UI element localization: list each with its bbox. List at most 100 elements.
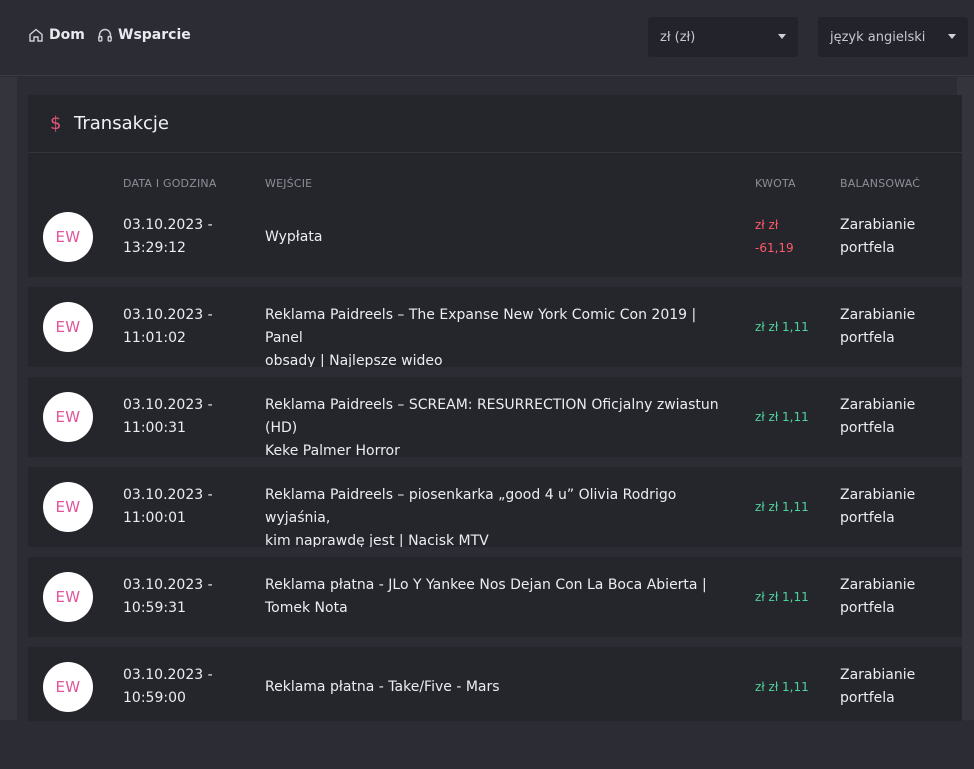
transaction-balance: Zarabianie portfela [840,304,950,350]
transaction-datetime-line: 03.10.2023 - [123,397,213,413]
language-select[interactable]: język angielski [818,17,968,57]
transaction-row: EW 03.10.2023 - 11:00:01 Reklama Paidreels … [28,467,962,549]
transaction-datetime: 03.10.2023 - 11:00:01 [123,484,243,530]
transaction-balance-line: portfela [840,690,895,706]
dollar-icon: $ [50,113,62,134]
transaction-datetime: 03.10.2023 - 10:59:31 [123,574,243,620]
transaction-description: Reklama płatna - Take/Five - Mars [265,676,735,699]
transactions-card: $ Transakcje DATA I GODZINA WEJŚCIE KWOT… [28,95,962,721]
transaction-description: Reklama płatna - JLo Y Yankee Nos Dejan … [265,574,735,620]
transaction-row: EW 03.10.2023 - 13:29:12 Wypłata zł zł -61,19… [28,197,962,277]
transaction-balance-line: portfela [840,240,895,256]
transaction-description: Reklama Paidreels – piosenkarka „good 4 … [265,484,735,553]
caret-down-icon [778,34,786,39]
transaction-datetime-line: 13:29:12 [123,240,186,256]
transaction-description-line: Keke Palmer Horror [265,443,400,459]
transaction-balance-line: Zarabianie [840,577,916,593]
card-title: Transakcje [74,113,169,134]
transaction-row: EW 03.10.2023 - 10:59:00 Reklama płatna - T… [28,647,962,721]
column-header-amount: KWOTA [755,177,796,190]
transaction-amount: zł zł 1,11 [755,406,825,429]
transaction-balance: Zarabianie portfela [840,214,950,260]
transaction-datetime: 03.10.2023 - 11:00:31 [123,394,243,440]
row-separator [28,457,962,467]
transaction-description: Reklama Paidreels – The Expanse New York… [265,304,735,373]
transaction-datetime-line: 03.10.2023 - [123,307,213,323]
row-separator [28,277,962,287]
transaction-balance: Zarabianie portfela [840,394,950,440]
avatar: EW [43,392,93,442]
transaction-description-line: obsady | Najlepsze wideo [265,353,443,369]
avatar: EW [43,662,93,712]
transaction-amount-line: zł zł 1,11 [755,500,809,514]
transaction-row: EW 03.10.2023 - 11:00:31 Reklama Paidreels … [28,377,962,459]
transaction-balance-line: Zarabianie [840,667,916,683]
transaction-balance-line: portfela [840,510,895,526]
transaction-balance-line: Zarabianie [840,307,916,323]
transaction-datetime-line: 03.10.2023 - [123,577,213,593]
caret-down-icon [948,34,956,39]
nav-home-link[interactable]: Dom [28,27,85,43]
transaction-description: Reklama Paidreels – SCREAM: RESURRECTION… [265,394,735,463]
nav-support-label: Wsparcie [118,27,191,43]
row-separator [28,367,962,377]
transaction-amount: zł zł 1,11 [755,586,825,609]
currency-select[interactable]: zł (zł) [648,17,798,57]
transaction-amount-line: zł zł 1,11 [755,410,809,424]
transaction-balance-line: Zarabianie [840,487,916,503]
transaction-amount-line: -61,19 [755,241,794,255]
transaction-amount: zł zł -61,19 [755,214,825,260]
transaction-datetime-line: 10:59:31 [123,600,186,616]
transaction-datetime: 03.10.2023 - 10:59:00 [123,664,243,710]
transaction-balance-line: portfela [840,330,895,346]
nav-support-link[interactable]: Wsparcie [97,27,191,43]
transaction-balance-line: Zarabianie [840,397,916,413]
transaction-description-line: Reklama Paidreels – piosenkarka „good 4 … [265,487,677,526]
home-icon [29,28,43,42]
transaction-amount-line: zł zł 1,11 [755,680,809,694]
transaction-description-line: Reklama Paidreels – SCREAM: RESURRECTION… [265,397,719,436]
avatar: EW [43,212,93,262]
transaction-amount-line: zł zł 1,11 [755,590,809,604]
transaction-datetime-line: 03.10.2023 - [123,487,213,503]
column-header-date: DATA I GODZINA [123,177,217,190]
transaction-description-line: Reklama płatna - Take/Five - Mars [265,679,500,695]
headphones-icon [98,28,112,42]
transaction-description-line: Tomek Nota [265,600,348,616]
transaction-balance-line: portfela [840,420,895,436]
transaction-amount-line: zł zł 1,11 [755,320,809,334]
transaction-balance-line: portfela [840,600,895,616]
transaction-datetime-line: 10:59:00 [123,690,186,706]
transaction-description-line: Reklama Paidreels – The Expanse New York… [265,307,697,346]
transaction-amount-line: zł zł [755,218,779,232]
currency-select-value: zł (zł) [660,29,696,45]
transaction-datetime: 03.10.2023 - 11:01:02 [123,304,243,350]
avatar: EW [43,482,93,532]
transaction-datetime-line: 03.10.2023 - [123,667,213,683]
transaction-amount: zł zł 1,11 [755,316,825,339]
nav-home-label: Dom [49,27,85,43]
transaction-description-line: Wypłata [265,229,323,245]
transaction-datetime-line: 11:00:31 [123,420,186,436]
avatar: EW [43,572,93,622]
left-side-strip [0,77,17,720]
transaction-datetime-line: 03.10.2023 - [123,217,213,233]
transaction-balance: Zarabianie portfela [840,664,950,710]
transaction-description-line: kim naprawdę jest | Nacisk MTV [265,533,489,549]
transaction-balance-line: Zarabianie [840,217,916,233]
transaction-amount: zł zł 1,11 [755,676,825,699]
transaction-row: EW 03.10.2023 - 11:01:02 Reklama Paidreels … [28,287,962,369]
transaction-row: EW 03.10.2023 - 10:59:31 Reklama płatna - J… [28,557,962,637]
transaction-balance: Zarabianie portfela [840,484,950,530]
language-select-value: język angielski [830,29,926,45]
transaction-datetime: 03.10.2023 - 13:29:12 [123,214,243,260]
column-header-balance: BALANSOWAĆ [840,177,921,190]
card-header: $ Transakcje [28,95,962,153]
transaction-datetime-line: 11:00:01 [123,510,186,526]
row-separator [28,637,962,647]
transaction-datetime-line: 11:01:02 [123,330,186,346]
column-header-entry: WEJŚCIE [265,177,313,190]
transaction-description-line: Reklama płatna - JLo Y Yankee Nos Dejan … [265,577,707,593]
transaction-balance: Zarabianie portfela [840,574,950,620]
row-separator [28,547,962,557]
